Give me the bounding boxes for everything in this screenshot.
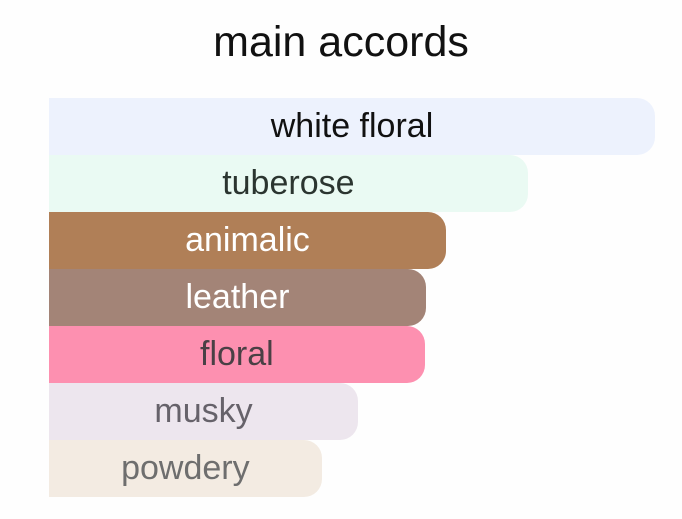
bar-label: leather bbox=[185, 278, 290, 316]
bar-label: musky bbox=[154, 392, 253, 430]
chart-title: main accords bbox=[213, 18, 469, 66]
bar-label: floral bbox=[200, 335, 274, 373]
bar-leather: leather bbox=[49, 269, 426, 326]
bar-powdery: powdery bbox=[49, 440, 322, 497]
bar-animalic: animalic bbox=[49, 212, 446, 269]
bar-label: white floral bbox=[270, 107, 434, 145]
bar-tuberose: tuberose bbox=[49, 155, 528, 212]
accord-bars: white floral tuberose animalic leather flora… bbox=[49, 98, 655, 497]
bar-floral: floral bbox=[49, 326, 425, 383]
bar-label: tuberose bbox=[222, 164, 355, 202]
bar-label: powdery bbox=[121, 449, 250, 487]
bar-white-floral: white floral bbox=[49, 98, 655, 155]
bar-musky: musky bbox=[49, 383, 359, 440]
bar-label: animalic bbox=[185, 221, 310, 259]
